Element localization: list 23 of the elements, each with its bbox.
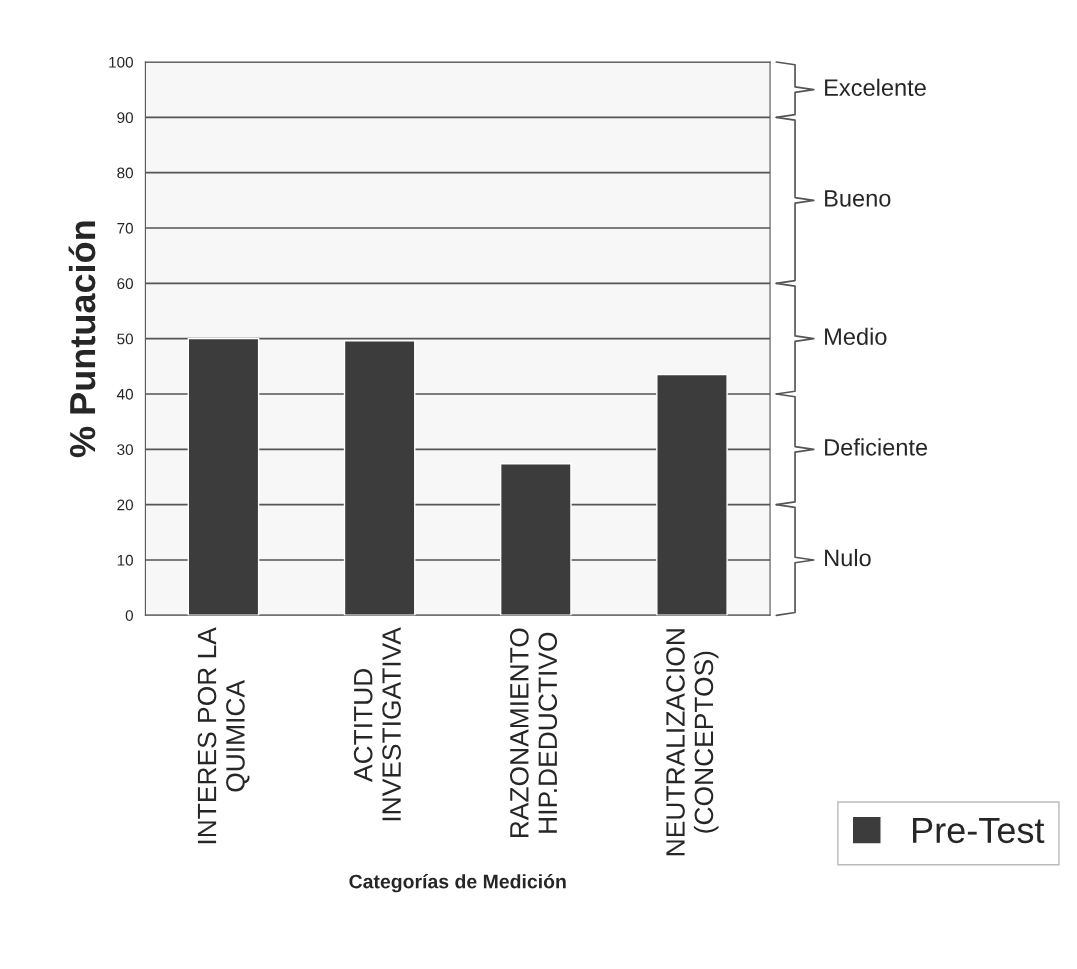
band-label: Nulo [825,548,871,567]
y-tick-label: 0 [125,610,133,621]
band-label: Bueno [825,190,891,207]
y-tick-label: 20 [117,499,133,511]
y-tick-label: 60 [117,278,133,290]
x-tick-label: ACTITUD INVESTIGATIVA [353,627,401,821]
y-tick-label: 70 [117,222,133,234]
y-tick-label: 80 [117,167,133,179]
y-tick-label: 50 [117,333,133,345]
x-tick-label: RAZONAMIENTO HIP.DEDUCTIVO [509,628,558,838]
y-tick-label: 10 [117,554,133,566]
x-tick-label: NEUTRALIZACION (CONCEPTOS) [666,629,719,856]
band-label: Medio [825,327,887,345]
y-axis-title: % Puntuación [68,221,96,458]
x-axis-title: Categorías de Medición [349,873,566,893]
y-tick-label: 30 [117,444,133,456]
x-tick-label: INTERES POR LA QUIMICA [197,627,250,844]
y-tick-label: 100 [109,56,133,68]
y-tick-label: 90 [117,112,133,124]
y-tick-label: 40 [116,388,133,400]
legend-label: Pre-Test [913,817,1045,844]
band-label: Excelente [825,78,926,97]
band-label: Deficiente [825,438,928,456]
